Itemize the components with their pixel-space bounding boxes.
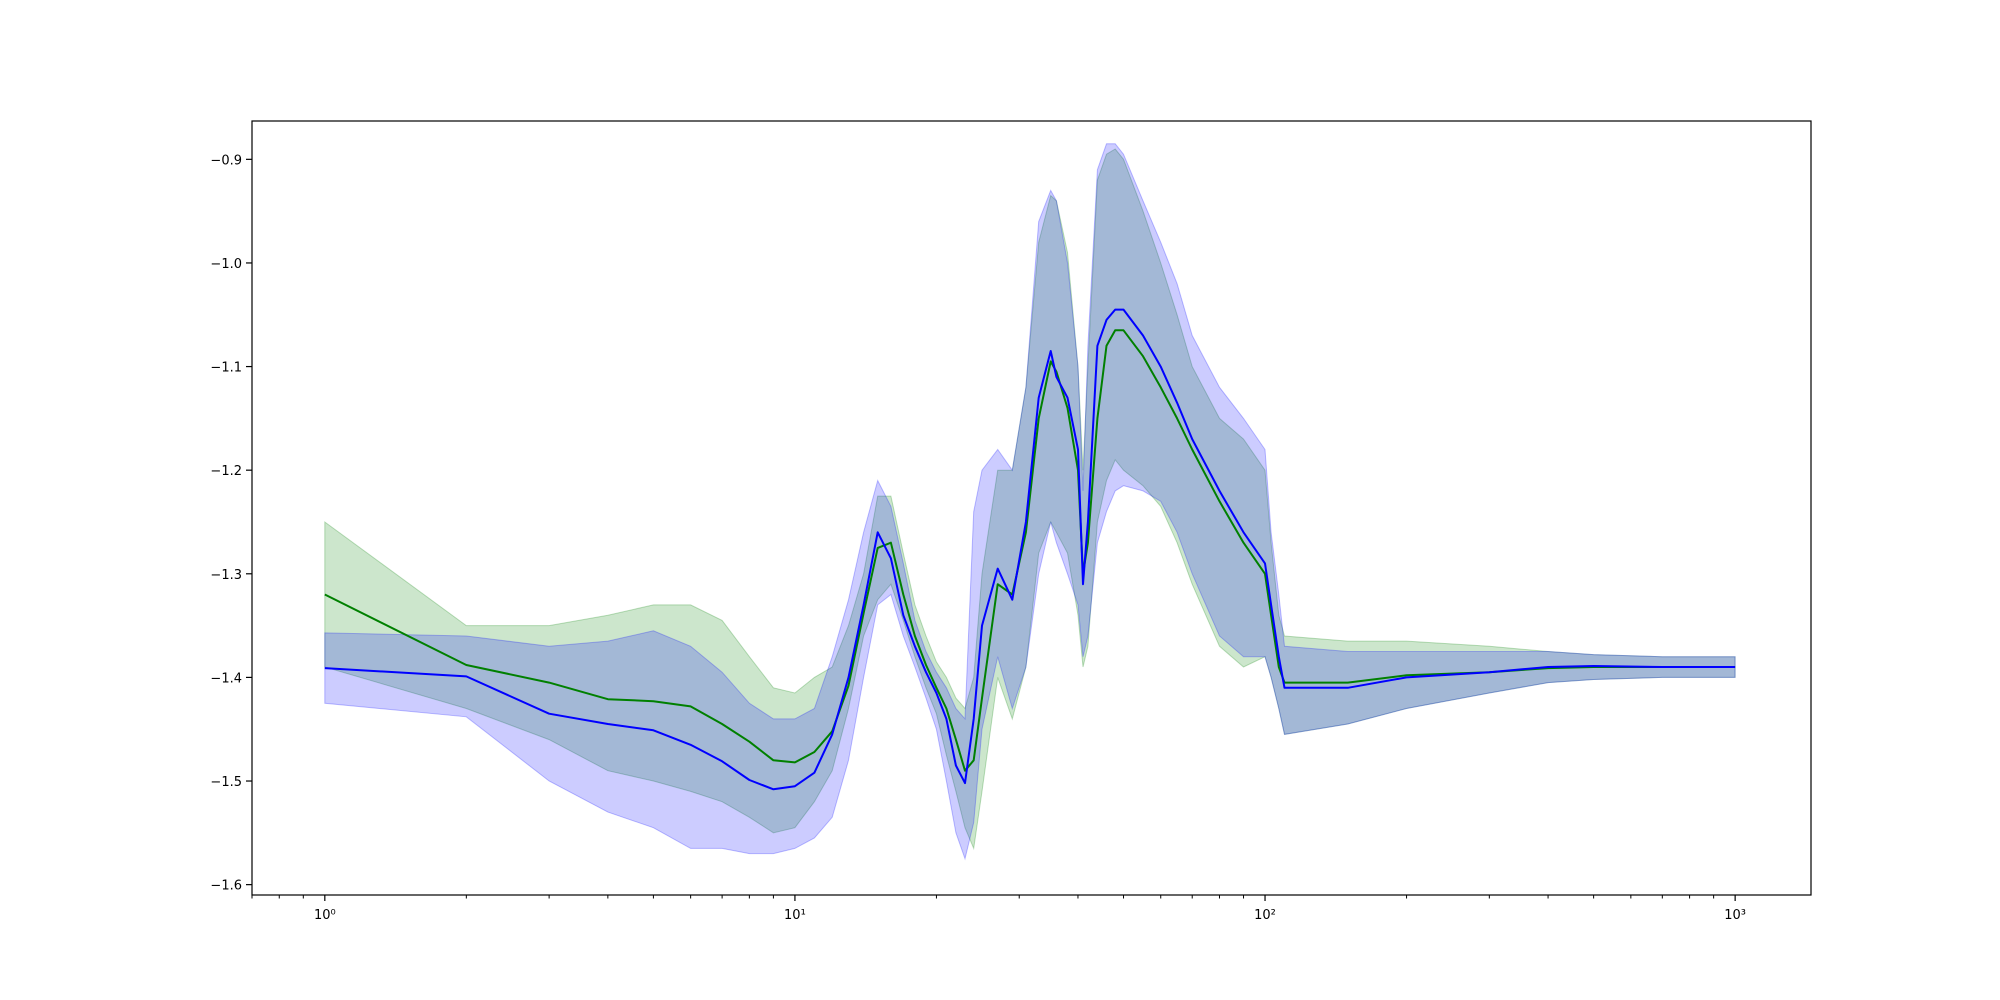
y-tick-label: −1.5 — [210, 775, 242, 790]
x-tick-label: 10³ — [1724, 908, 1746, 923]
plot-frame — [251, 120, 1812, 896]
x-axis: 10⁰ 10¹ 10² 10³ — [251, 895, 1746, 923]
y-tick-label: −1.0 — [210, 257, 242, 272]
series-2-line — [324, 308, 1736, 791]
y-tick-label: −0.9 — [210, 153, 242, 168]
x-tick-label: 10⁰ — [314, 908, 336, 923]
series-lines — [324, 308, 1736, 791]
y-tick-label: −1.4 — [210, 671, 242, 686]
series-1-line — [324, 329, 1736, 772]
y-tick-label: −1.6 — [210, 879, 242, 894]
y-tick-label: −1.3 — [210, 568, 242, 583]
y-tick-label: −1.2 — [210, 464, 242, 479]
y-tick-label: −1.1 — [210, 361, 242, 376]
y-axis: −0.9 −1.0 −1.1 −1.2 −1.3 −1.4 −1.5 −1.6 — [210, 153, 252, 894]
x-tick-label: 10² — [1254, 908, 1276, 923]
x-tick-label: 10¹ — [784, 908, 806, 923]
